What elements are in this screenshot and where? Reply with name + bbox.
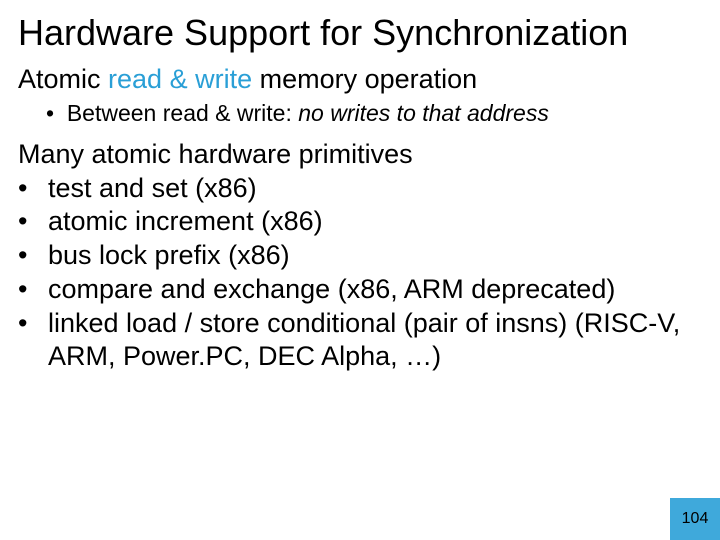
slide: Hardware Support for Synchronization Ato… bbox=[0, 0, 720, 540]
sub1-prefix: Between read & write: bbox=[67, 100, 298, 126]
bullet-list: • test and set (x86) • atomic increment … bbox=[18, 172, 702, 375]
section1-prefix: Atomic bbox=[18, 64, 108, 94]
sub-bullet-1: • Between read & write: no writes to tha… bbox=[46, 99, 702, 128]
slide-title: Hardware Support for Synchronization bbox=[18, 12, 702, 53]
bullet-text-3: compare and exchange (x86, ARM deprecate… bbox=[48, 273, 702, 307]
bullet-dot-icon: • bbox=[18, 307, 48, 375]
bullet-text-2: bus lock prefix (x86) bbox=[48, 239, 702, 273]
bullet-dot-icon: • bbox=[18, 172, 48, 206]
bullet-dot-icon: • bbox=[18, 273, 48, 307]
section-primitives: Many atomic hardware primitives bbox=[18, 138, 702, 172]
list-item: • test and set (x86) bbox=[18, 172, 702, 206]
bullet-dot-icon: • bbox=[18, 239, 48, 273]
list-item: • atomic increment (x86) bbox=[18, 205, 702, 239]
page-number: 104 bbox=[682, 510, 709, 528]
list-item: • linked load / store conditional (pair … bbox=[18, 307, 702, 375]
bullet-dot-icon: • bbox=[18, 205, 48, 239]
list-item: • compare and exchange (x86, ARM depreca… bbox=[18, 273, 702, 307]
section1-suffix: memory operation bbox=[252, 64, 477, 94]
bullet-text-0: test and set (x86) bbox=[48, 172, 702, 206]
bullet-text-4: linked load / store conditional (pair of… bbox=[48, 307, 702, 375]
section-atomic-rw: Atomic read & write memory operation bbox=[18, 63, 702, 97]
sub1-italic: no writes to that address bbox=[298, 100, 549, 126]
bullet-text-1: atomic increment (x86) bbox=[48, 205, 702, 239]
sub-bullet-dot: • bbox=[46, 100, 54, 126]
page-number-box: 104 bbox=[670, 498, 720, 540]
section1-accent: read & write bbox=[108, 64, 252, 94]
list-item: • bus lock prefix (x86) bbox=[18, 239, 702, 273]
